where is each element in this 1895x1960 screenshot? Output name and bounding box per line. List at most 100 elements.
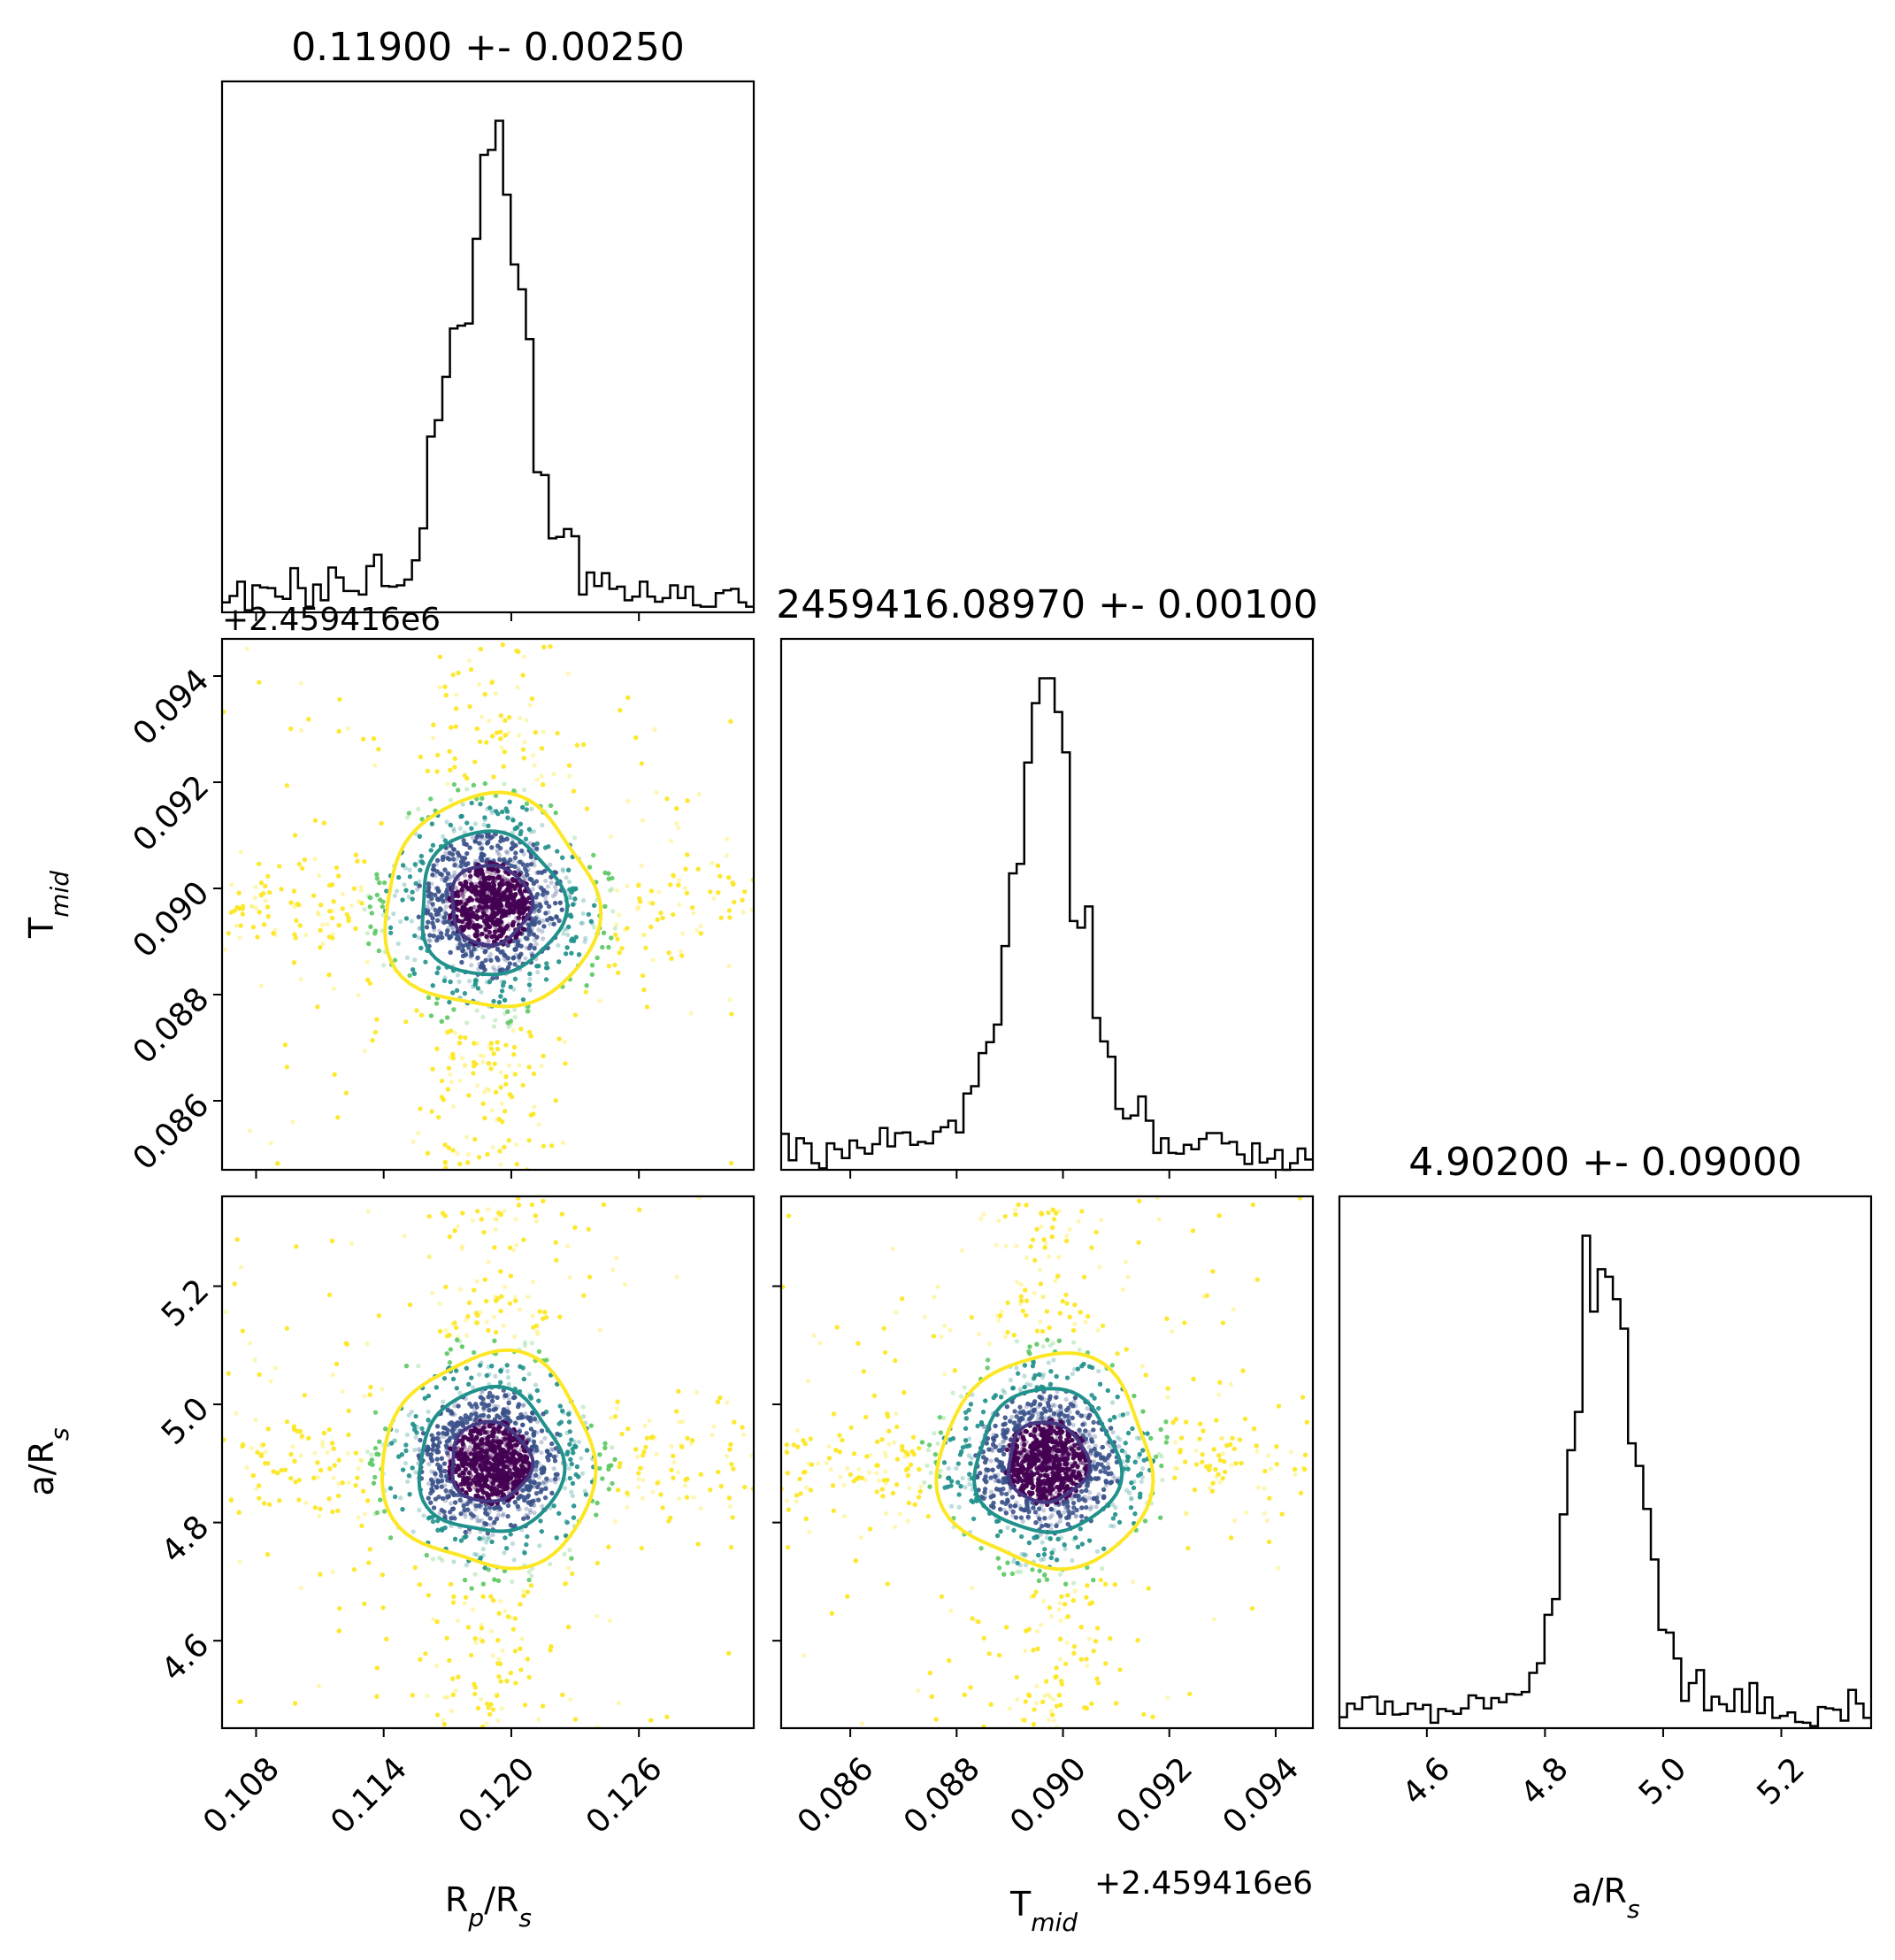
scatter-point [411,1140,416,1144]
scatter-point [498,1149,503,1153]
scatter-point [539,774,543,779]
scatter-point [491,999,495,1003]
scatter-point [466,1093,471,1097]
scatter-point [418,883,422,888]
scatter-point [546,884,550,888]
scatter-point [503,719,507,723]
scatter-point [418,755,423,759]
scatter-point [434,1047,439,1051]
scatter-point [430,915,434,919]
scatter-point [587,912,591,917]
scatter-point [691,911,695,915]
scatter-point [412,957,417,962]
scatter-point [317,873,321,878]
scatter-point [398,919,403,924]
scatter-point [618,950,622,955]
scatter-point [393,957,397,962]
scatter-point [446,1087,450,1091]
scatter-point [469,826,473,831]
scatter-point [608,888,612,893]
scatter-point [671,873,675,878]
scatter-point [625,696,630,700]
scatter-point [522,756,526,760]
scatter-point [451,1007,456,1011]
scatter-point [689,1011,694,1016]
scatter-point [458,826,463,831]
scatter-point [253,895,257,900]
scatter-point [269,1141,273,1145]
scatter-point [480,1015,485,1019]
scatter-point [432,934,436,938]
scatter-point [451,1104,456,1109]
scatter-point [716,864,720,868]
scatter-point [241,903,245,908]
scatter-point [451,1148,456,1152]
scatter-point [521,1083,526,1088]
scatter-point [396,942,401,946]
scatter-point [410,967,415,972]
scatter-point [489,845,494,849]
scatter-point [529,1034,533,1038]
scatter-point [448,980,452,984]
scatter-point [591,853,595,857]
scatter-point [469,667,473,672]
scatter-point [273,933,278,937]
scatter-point [534,942,539,946]
scatter-point [548,644,552,649]
scatter-point [572,835,577,840]
scatter-point [226,931,231,935]
scatter-point [503,1074,508,1079]
hist-title-tmid: 2459416.08970 +- 0.00100 [776,582,1318,627]
scatter-point [404,916,409,920]
scatter-point [522,852,526,857]
scatter-point [434,862,439,866]
scatter-point [563,1061,567,1065]
scatter-point [266,914,271,919]
scatter-point [418,946,423,950]
scatter-point [275,1161,280,1165]
scatter-point [457,1162,462,1166]
scatter-point [619,946,624,950]
scatter-point [543,911,548,915]
scatter-point [560,908,564,912]
hist-panel-tmid: 2459416.08970 +- 0.00100 [776,582,1318,1179]
scatter-point [453,757,457,761]
scatter-point [543,845,548,849]
scatter-point [561,931,565,935]
scatter-point [679,953,684,957]
scatter-point [279,887,283,891]
scatter-point [449,1080,454,1084]
scatter-point [475,726,480,731]
scatter-point [418,834,422,839]
scatter-point [337,923,341,927]
scatter-point [414,1008,418,1012]
scatter-point [587,865,592,869]
scatter-point [480,846,484,850]
scatter-point [513,977,518,981]
hist-title-ars: 4.90200 +- 0.09000 [1408,1140,1802,1185]
scatter-point [525,718,529,722]
scatter-point [583,936,587,941]
scatter-point [447,857,451,861]
scatter-point [495,956,499,960]
scatter-point [241,911,245,916]
scatter-point [499,713,503,718]
scatter-point [651,957,656,962]
scatter-point [508,961,512,965]
scatter-point [551,894,556,898]
scatter-point [529,951,533,956]
scatter-point [337,729,341,734]
scatter-point [641,819,645,823]
scatter-point [616,971,620,975]
scatter-point [533,938,537,942]
scatter-point [488,1066,493,1071]
scatter-point [664,796,669,801]
scatter-point [372,763,377,767]
scatter-point [654,790,658,795]
scatter-point [648,925,653,929]
scatter-point [407,868,411,872]
scatter-point [434,1001,439,1005]
scatter-point [521,673,526,677]
